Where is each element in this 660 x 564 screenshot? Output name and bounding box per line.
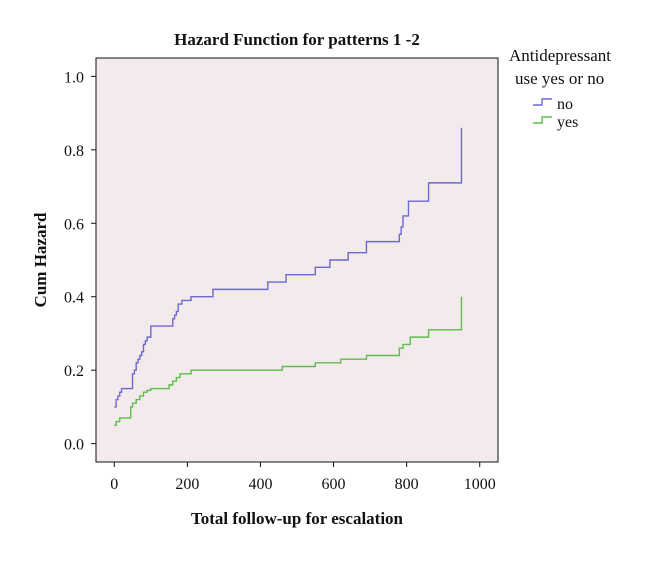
x-tick-label: 600 xyxy=(322,476,346,493)
legend-swatch-yes xyxy=(533,116,552,124)
legend-label-no: no xyxy=(557,96,573,113)
y-axis-label: Cum Hazard xyxy=(31,212,50,307)
y-tick-label: 1.0 xyxy=(64,69,84,86)
series-line-no xyxy=(114,127,463,408)
y-tick-label: 0.6 xyxy=(64,216,84,233)
y-tick-label: 0.4 xyxy=(64,290,84,307)
x-tick-label: 0 xyxy=(110,476,118,493)
y-tick-label: 0.8 xyxy=(64,143,84,160)
legend-swatch-no xyxy=(533,98,552,106)
legend-label-yes: yes xyxy=(557,114,578,131)
chart-title: Hazard Function for patterns 1 -2 xyxy=(174,30,420,49)
y-tick-label: 0.0 xyxy=(64,437,84,454)
plot-area xyxy=(95,57,499,463)
x-tick-label: 200 xyxy=(175,476,199,493)
x-tick-label: 400 xyxy=(248,476,272,493)
series-line-yes xyxy=(114,296,463,426)
chart-marks xyxy=(114,127,463,426)
y-tick-label: 0.2 xyxy=(64,363,84,380)
axis-ticks: 0 200 400 600 800 1000 0.0 0.2 0.4 0.6 0.8 1.0 xyxy=(64,69,496,493)
x-axis-label: Total follow-up for escalation xyxy=(191,509,404,528)
legend-title-line-1: Antidepressant xyxy=(509,46,611,65)
x-tick-label: 800 xyxy=(395,476,419,493)
legend-title-line-2: use yes or no xyxy=(515,69,604,88)
x-tick-label: 1000 xyxy=(464,476,496,493)
